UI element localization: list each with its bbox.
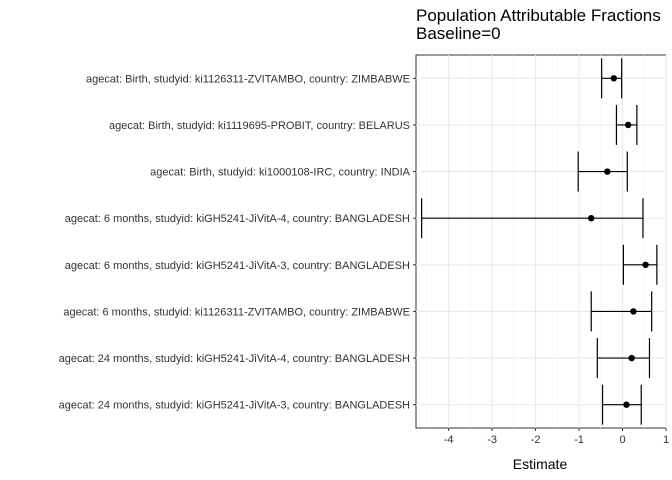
x-axis-title: Estimate bbox=[513, 456, 568, 472]
estimate-marks bbox=[421, 58, 658, 425]
x-tick-label: -2 bbox=[531, 434, 541, 446]
chart-title-line-2: Baseline=0 bbox=[416, 24, 501, 43]
row-label: agecat: 24 months, studyid: kiGH5241-JiV… bbox=[59, 400, 410, 412]
row-labels: agecat: Birth, studyid: ki1126311-ZVITAM… bbox=[59, 73, 416, 412]
x-tick-label: -3 bbox=[487, 434, 497, 446]
x-tick-label: 0 bbox=[619, 434, 625, 446]
estimate-point bbox=[628, 354, 635, 362]
estimate-point bbox=[642, 261, 649, 269]
chart-title-line-1: Population Attributable Fractions bbox=[416, 6, 661, 25]
estimate-point bbox=[630, 308, 637, 315]
row-label: agecat: 6 months, studyid: ki1126311-ZVI… bbox=[63, 306, 410, 318]
estimate-point bbox=[610, 75, 618, 82]
x-tick-label: 1 bbox=[663, 434, 669, 446]
estimate-point bbox=[604, 168, 611, 175]
row-label: agecat: 6 months, studyid: kiGH5241-JiVi… bbox=[65, 213, 410, 225]
x-axis-ticks: -4 -3 -2 -1 0 1 bbox=[444, 428, 669, 446]
x-tick-label: -4 bbox=[444, 434, 454, 446]
row-label: agecat: 6 months, studyid: kiGH5241-JiVi… bbox=[65, 260, 410, 272]
row-label: agecat: Birth, studyid: ki1000108-IRC, c… bbox=[150, 167, 411, 179]
row-label: agecat: Birth, studyid: ki1119695-PROBIT… bbox=[109, 120, 410, 132]
plot-panel bbox=[415, 54, 667, 429]
row-label: agecat: Birth, studyid: ki1126311-ZVITAM… bbox=[86, 73, 410, 85]
estimate-point bbox=[623, 401, 630, 408]
estimate-point bbox=[624, 121, 632, 129]
estimate-point bbox=[588, 214, 595, 222]
row-label: agecat: 24 months, studyid: kiGH5241-JiV… bbox=[59, 353, 410, 365]
x-tick-label: -1 bbox=[574, 434, 584, 446]
